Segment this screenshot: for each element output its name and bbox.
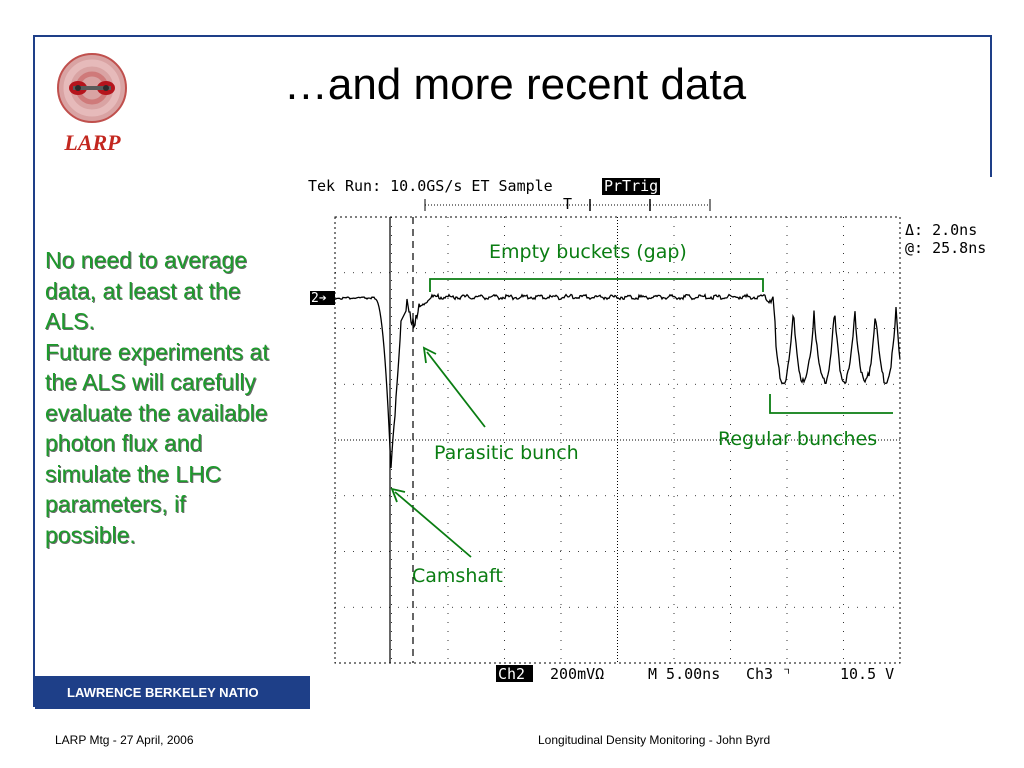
parasitic-arrowhead [422,346,437,364]
slide-title: …and more recent data [283,60,747,109]
body-line: Future experiments at [45,338,269,365]
camshaft-arrow [394,491,472,558]
ch2-badge-bg [496,665,533,682]
camshaft-label: Camshaft [412,565,503,587]
institution-name: LAWRENCE BERKELEY NATIO [67,685,259,700]
trigger-source: Ch3 ⌝ [746,665,791,683]
footer-talk-title: Longitudinal Density Monitoring - John B… [538,733,771,747]
frame-left-border [33,35,35,707]
parasitic-bunch-arrow [426,351,486,428]
scope-brand: Tek [308,177,335,195]
trigger-marker: T [563,195,572,213]
pretrig-badge: PrTrig [604,177,658,195]
channel-marker: 2➔ [311,291,327,306]
logo-text: LARP [64,130,121,155]
body-line: parameters, if [45,491,186,517]
scope-graticule [334,216,901,664]
volts-per-div: 200mVΩ [550,665,604,683]
body-line: data, at least at the [45,277,241,304]
larp-logo: LARP [45,50,140,160]
oscilloscope-screenshot: Tek Run: 10.0GS/s ET Sample PrTrig T 2➔ … [305,175,1005,685]
body-line: possible. [45,521,136,548]
body-line: evaluate the available [45,399,268,426]
empty-buckets-bracket [429,278,764,292]
frame-top-border [33,35,992,37]
ch2-badge: Ch2 [498,665,525,683]
body-line: No need to average [45,247,248,273]
channel-marker-bg [310,291,335,305]
body-line: the ALS will carefully [45,369,256,395]
oscilloscope-image: Tek Run: 10.0GS/s ET Sample PrTrig T 2➔ … [308,177,986,683]
regular-bunches-label: Regular bunches [718,428,877,450]
trigger-level: 10.5 V [840,665,894,683]
camshaft-arrowhead [390,487,406,503]
cursor-delta-readout: Δ: 2.0ns [905,221,977,239]
footer-meeting-date: LARP Mtg - 27 April, 2006 [55,733,194,747]
empty-buckets-label: Empty buckets (gap) [489,241,687,263]
body-line: simulate the LHC [45,460,222,487]
body-line: photon flux and [45,430,203,456]
regular-bunches-bracket [769,394,893,414]
pretrig-badge-bg [602,178,660,195]
parasitic-bunch-label: Parasitic bunch [434,442,579,464]
body-line: ALS. [45,308,95,334]
logo-emblem-icon [57,53,127,123]
cursor-at-readout: @: 25.8ns [905,239,986,257]
body-text: No need to average data, at least at the… [45,245,330,550]
time-per-div: M 5.00ns [648,665,720,683]
frame-right-border [990,35,992,177]
institution-footer-bar: LAWRENCE BERKELEY NATIO [35,676,310,709]
waveform-trace [334,292,901,468]
scope-run-status: Run: 10.0GS/s ET Sample [345,177,553,195]
